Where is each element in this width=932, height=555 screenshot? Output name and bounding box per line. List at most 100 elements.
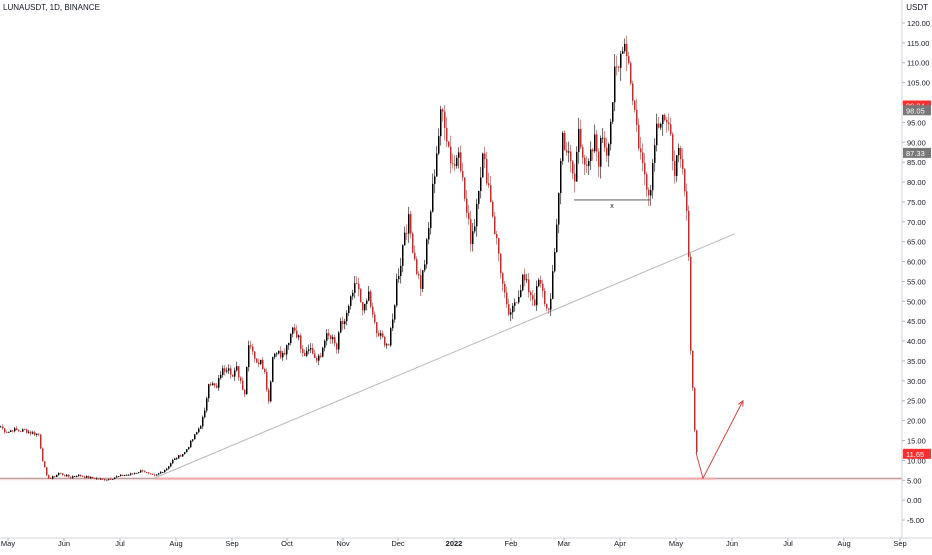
candle-body (256, 358, 258, 363)
candle-body (14, 428, 16, 432)
candle-body (338, 332, 340, 350)
candle-body (122, 474, 124, 476)
candle-body (158, 473, 160, 475)
candle-body (498, 238, 500, 254)
candle-body (348, 305, 350, 313)
candle-body (56, 474, 58, 478)
candle-body (66, 474, 68, 477)
candle-body (584, 157, 586, 165)
candle-body (610, 121, 612, 145)
y-tick-label: 95.00 (907, 118, 926, 127)
candle-body (440, 109, 442, 137)
y-tick-label: 65.00 (907, 238, 926, 247)
candle-body (216, 385, 218, 388)
candle-body (442, 109, 444, 112)
candle-body (626, 43, 628, 57)
candle-body (284, 352, 286, 355)
candle-body (660, 123, 662, 128)
candle-body (170, 463, 172, 467)
y-tick-label: 85.00 (907, 158, 926, 167)
y-tick-label: 80.00 (907, 178, 926, 187)
candle-body (320, 355, 322, 357)
candle-body (438, 136, 440, 154)
candle-body (292, 327, 294, 334)
candle-body (622, 51, 624, 54)
candle-body (658, 123, 660, 128)
candle-body (140, 470, 142, 473)
price-tag-label: 11.65 (906, 450, 924, 459)
candle-body (696, 430, 698, 453)
candle-body (570, 151, 572, 162)
candle-body (638, 124, 640, 149)
candle-body (350, 296, 352, 306)
candle-body (582, 147, 584, 158)
candle-body (502, 273, 504, 284)
candle-body (0, 426, 2, 428)
candle-body (420, 275, 422, 289)
candle-body (198, 428, 200, 433)
candle-body (648, 189, 650, 196)
candle-body (606, 147, 608, 156)
candle-body (12, 430, 14, 432)
candle-body (690, 256, 692, 351)
candle-body (530, 292, 532, 296)
candle-body (252, 346, 254, 352)
candle-body (84, 476, 86, 478)
candle-body (620, 53, 622, 68)
y-tick-label: 120.00 (907, 19, 930, 28)
candle-body (210, 384, 212, 386)
candle-body (630, 63, 632, 84)
candle-body (506, 292, 508, 305)
y-tick-label: 60.00 (907, 258, 926, 267)
candle-body (554, 251, 556, 272)
candle-body (262, 359, 264, 369)
candle-body (22, 429, 24, 432)
candle-body (616, 66, 618, 68)
x-tick-label: Jun (726, 539, 738, 548)
candle-body (300, 335, 302, 349)
candle-body (470, 219, 472, 244)
candle-body (484, 153, 486, 160)
x-tick-label: May (1, 539, 15, 548)
candle-body (376, 322, 378, 334)
candle-body (586, 164, 588, 166)
candle-body (16, 428, 18, 431)
candle-body (194, 434, 196, 440)
candle-body (326, 333, 328, 341)
candle-body (668, 122, 670, 125)
x-tick-label: Jul (115, 539, 125, 548)
y-tick-label: 50.00 (907, 297, 926, 306)
candle-body (386, 344, 388, 346)
candle-body (398, 276, 400, 280)
candles-group (0, 35, 698, 482)
candle-body (358, 283, 360, 290)
candle-body (472, 231, 474, 244)
candle-body (160, 472, 162, 474)
candle-body (596, 134, 598, 152)
candle-body (288, 343, 290, 346)
candle-body (428, 228, 430, 240)
candle-body (388, 344, 390, 346)
candle-body (26, 429, 28, 433)
candle-body (534, 299, 536, 306)
candle-body (544, 290, 546, 304)
candle-body (548, 308, 550, 310)
candle-body (682, 159, 684, 170)
candle-body (664, 115, 666, 120)
candle-body (384, 336, 386, 346)
candle-body (168, 466, 170, 469)
candle-body (492, 201, 494, 217)
x-tick-label: Dec (391, 539, 405, 548)
candle-body (672, 134, 674, 162)
candle-body (2, 426, 4, 429)
candle-body (542, 283, 544, 291)
candle-body (224, 368, 226, 372)
y-tick-label: 35.00 (907, 357, 926, 366)
y-tick-label: 75.00 (907, 198, 926, 207)
candle-body (314, 353, 316, 359)
candle-body (176, 458, 178, 460)
price-tag-label: 98.05 (906, 106, 925, 115)
candle-body (574, 173, 576, 182)
